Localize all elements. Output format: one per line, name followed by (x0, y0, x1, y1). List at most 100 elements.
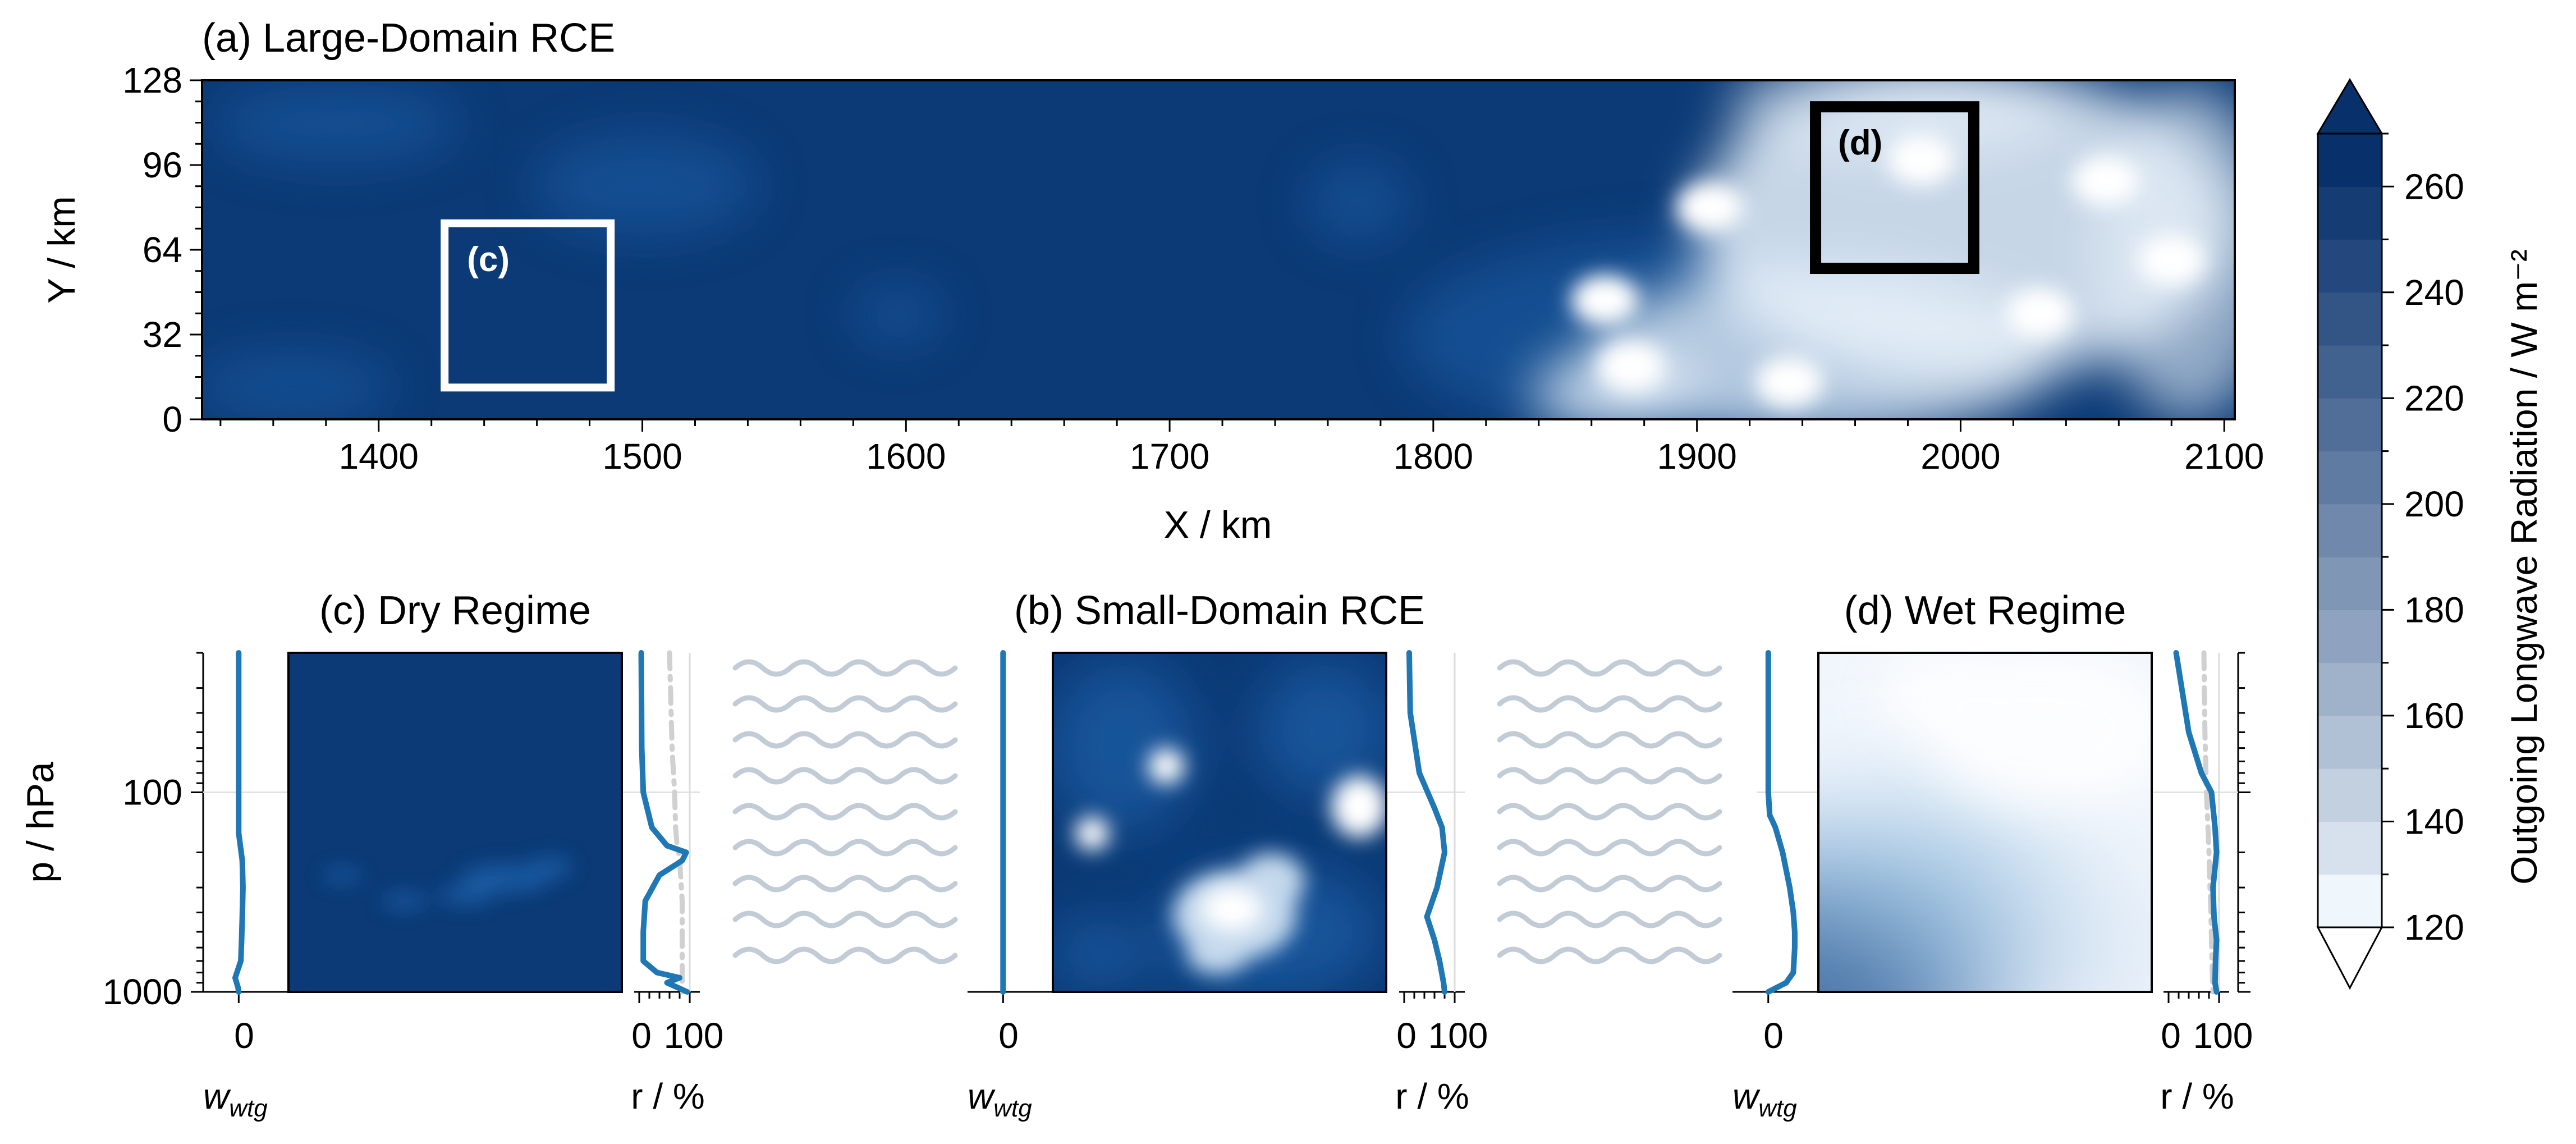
panel-b-snapshot (1053, 653, 1386, 992)
map-y-tick-label: 128 (122, 60, 182, 100)
wave-line (1497, 659, 1722, 677)
colorbar-tick-label: 200 (2404, 484, 2464, 524)
colorbar-level (2318, 134, 2382, 187)
panel-d-wwtg-label: wwtg (1732, 1076, 1797, 1122)
colorbar-level (2318, 239, 2382, 293)
wwtg-label-subscript: wtg (993, 1095, 1032, 1122)
colorbar-level (2318, 874, 2382, 928)
wave-line (732, 731, 958, 749)
panel-b-r-label: r / % (1395, 1076, 1469, 1116)
panel-c-r-tick-0: 0 (631, 1015, 652, 1056)
colorbar-tick-label: 160 (2404, 695, 2464, 736)
region-box-label: (d) (1838, 123, 1882, 162)
colorbar-level (2318, 504, 2382, 557)
wwtg-label-subscript: wtg (1758, 1095, 1797, 1122)
colorbar-frame (2317, 132, 2383, 928)
panel-c-snapshot (288, 653, 622, 992)
colorbar-level (2318, 292, 2382, 346)
map-x-tick-label: 1400 (339, 436, 419, 477)
colorbar-level (2318, 186, 2382, 240)
map-x-label: X / km (1164, 504, 1272, 546)
map-x-axis: 1400 1500 1600 1700 1800 1900 2000 2100 (219, 419, 2264, 477)
wave-line (1497, 839, 1722, 857)
colorbar-level (2318, 715, 2382, 769)
wave-line (732, 803, 958, 821)
map-y-tick-label: 64 (143, 230, 182, 270)
wave-connector-right (1497, 659, 1722, 964)
map-x-tick-label: 1800 (1394, 436, 1473, 477)
panel-d-humidity-profile (2164, 650, 2229, 1003)
humidity-reference-line (667, 650, 685, 995)
humidity-line (638, 650, 690, 995)
wave-connector-left (732, 659, 958, 964)
panel-b-title: (b) Small-Domain RCE (1014, 588, 1425, 633)
map-x-tick-label: 1900 (1657, 436, 1736, 477)
pressure-tick-label: 100 (122, 772, 182, 812)
cloud-core (1887, 134, 1955, 185)
panel-c-title: (c) Dry Regime (319, 588, 591, 633)
panel-b-wwtg-label: wwtg (968, 1076, 1032, 1122)
map-bright-cores (1571, 134, 2206, 408)
wwtg-line (1765, 650, 1798, 995)
map-y-tick-label: 32 (143, 314, 182, 355)
humidity-line (1406, 650, 1447, 995)
humidity-line (2173, 650, 2220, 995)
map-title: (a) Large-Domain RCE (202, 16, 615, 61)
map-region-boxes: (c) (d) (441, 101, 1979, 392)
wave-line (732, 946, 958, 964)
colorbar-level (2318, 345, 2382, 399)
wave-line (732, 910, 958, 928)
wwtg-label-base: w (968, 1076, 996, 1116)
colorbar-high-extension (2316, 78, 2384, 135)
panel-d-title: (d) Wet Regime (1844, 588, 2126, 633)
map-x-tick-label: 2000 (1920, 436, 2000, 477)
wave-line (1497, 946, 1722, 964)
panel-c-wwtg-profile (203, 650, 288, 1003)
wave-line (732, 695, 958, 713)
panel-c-humidity-profile (634, 650, 700, 1003)
cloud-core (2071, 155, 2139, 207)
panel-d-frame (1817, 652, 2153, 993)
colorbar-tick-label: 240 (2404, 272, 2464, 313)
map-x-tick-label: 1600 (866, 436, 946, 477)
colorbar-level (2318, 451, 2382, 505)
wwtg-line (232, 650, 246, 995)
colorbar-level (2318, 398, 2382, 452)
colorbar-level (2318, 557, 2382, 610)
cloud-core (2138, 235, 2206, 286)
cloud-core (1571, 274, 1639, 326)
wwtg-label-base: w (1732, 1076, 1761, 1116)
olr-map (202, 80, 2235, 419)
map-y-tick-label: 0 (162, 399, 182, 440)
pressure-axis-label: p / hPa (19, 762, 62, 883)
panel-d-r-tick-100: 100 (2193, 1015, 2253, 1056)
region-box-1 (1810, 101, 1979, 274)
map-x-tick-label: 2100 (2184, 436, 2264, 477)
wave-line (732, 767, 958, 785)
panel-b-wwtg-profile (968, 650, 1053, 1003)
colorbar-level (2318, 662, 2382, 716)
colorbar-tick-label: 220 (2404, 378, 2464, 418)
wave-line (732, 839, 958, 857)
wave-line (1497, 767, 1722, 785)
panel-c-wwtg-tick: 0 (234, 1015, 254, 1056)
cloud-core (1597, 341, 1665, 392)
colorbar-label: Outgoing Longwave Radiation / W m⁻² (2503, 249, 2545, 885)
panel-b-humidity-profile (1399, 650, 1465, 1003)
panel-c-wwtg-label: wwtg (203, 1076, 268, 1122)
panel-c-r-tick-100: 100 (664, 1015, 724, 1056)
cloud-core (1676, 182, 1744, 233)
colorbar-low-extension (2316, 926, 2384, 990)
map-x-tick-label: 1700 (1130, 436, 1209, 477)
panel-d-r-label: r / % (2160, 1076, 2234, 1116)
panel-b-r-tick-100: 100 (1428, 1015, 1488, 1056)
map-x-tick-label: 1500 (602, 436, 682, 477)
colorbar-tick-label: 180 (2404, 589, 2464, 630)
region-box-0 (441, 219, 615, 392)
colorbar-tick-label: 260 (2404, 166, 2464, 207)
panel-b-r-tick-0: 0 (1396, 1015, 1417, 1056)
cloud-core (1755, 356, 1823, 408)
colorbar-level (2318, 768, 2382, 822)
colorbar-tick-label: 140 (2404, 801, 2464, 841)
